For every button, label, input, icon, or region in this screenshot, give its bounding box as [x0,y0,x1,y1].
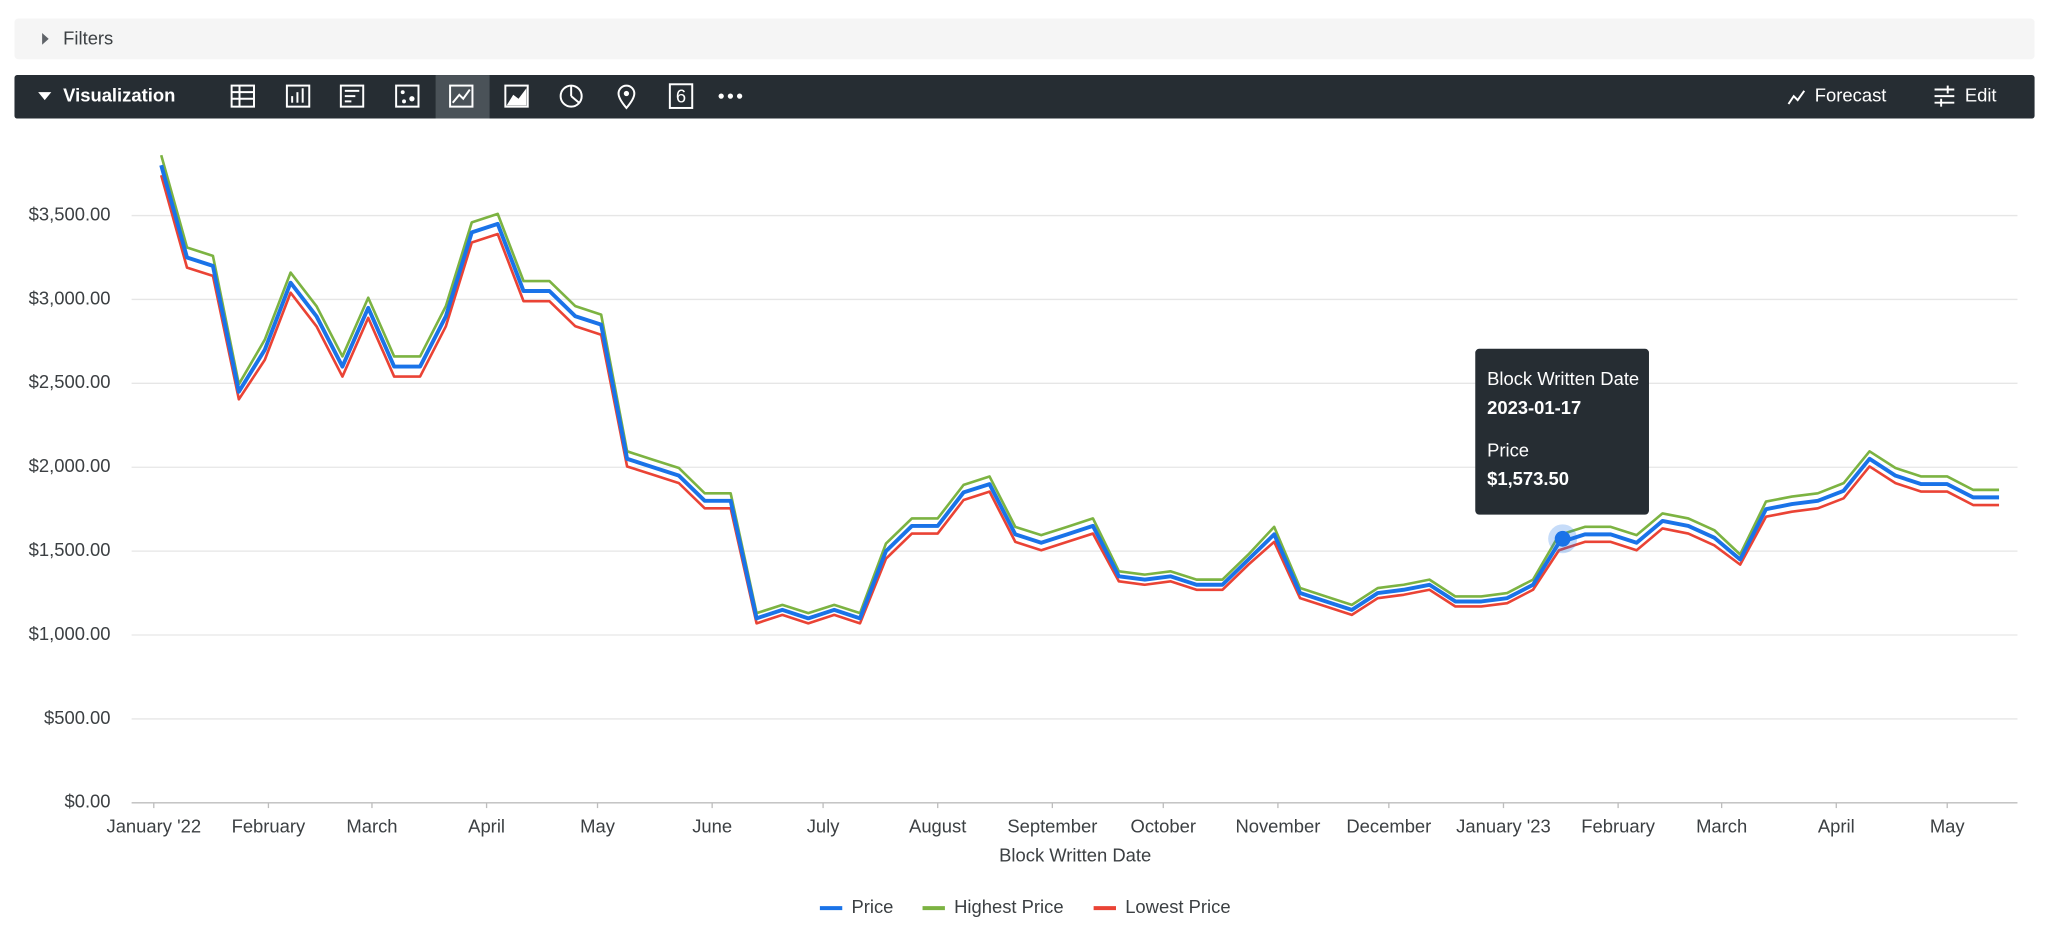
edit-icon [1934,85,1955,107]
y-tick-label: $1,500.00 [29,539,111,560]
edit-button[interactable]: Edit [1965,85,1997,106]
forecast-button[interactable]: Forecast [1815,85,1887,106]
y-tick-label: $2,500.00 [29,371,111,392]
forecast-icon [1787,90,1806,105]
filters-caret [42,32,49,45]
visualization-label[interactable]: Visualization [63,85,175,106]
tooltip [1475,348,1649,515]
x-tick-label: April [1818,816,1855,837]
x-tick-label: December [1346,816,1431,837]
legend-label: Lowest Price [1125,896,1230,917]
x-tick-label: January '23 [1456,816,1551,837]
legend-label: Price [851,896,893,917]
x-tick-label: October [1131,816,1196,837]
tooltip-text: 2023-01-17 [1487,397,1581,418]
x-tick-label: May [580,816,616,837]
tooltip-text: Block Written Date [1487,368,1639,389]
filters-bar[interactable] [14,18,2035,60]
hover-point [1554,530,1571,547]
y-tick-label: $3,500.00 [29,203,111,224]
y-tick-label: $500.00 [44,707,111,728]
x-tick-label: September [1007,816,1097,837]
x-tick-label: November [1235,816,1320,837]
y-tick-label: $2,000.00 [29,455,111,476]
y-tick-label: $1,000.00 [29,623,111,644]
tooltip-text: Price [1487,439,1529,460]
series-line [159,154,2000,615]
svg-text:6: 6 [676,85,686,106]
x-tick-label: June [692,816,732,837]
x-tick-label: August [909,816,966,837]
series-line [159,164,2000,621]
x-tick-label: May [1930,816,1966,837]
x-tick-label: February [232,816,306,837]
viz-icons[interactable]: 6 [230,83,743,110]
legend-label: Highest Price [954,896,1063,917]
x-tick-label: March [346,816,397,837]
x-tick-label: March [1696,816,1747,837]
y-tick-label: $3,000.00 [29,287,111,308]
visualization-bar [14,75,2035,119]
tooltip-text: $1,573.50 [1487,468,1569,489]
y-tick-label: $0.00 [64,791,110,812]
viz-caret [38,92,52,101]
x-tick-label: January '22 [106,816,201,837]
x-tick-label: February [1581,816,1655,837]
x-tick-label: July [807,816,841,837]
x-axis-label: Block Written Date [999,845,1151,866]
x-tick-label: April [468,816,505,837]
filters-label[interactable]: Filters [63,27,113,48]
series-line [159,174,2000,625]
